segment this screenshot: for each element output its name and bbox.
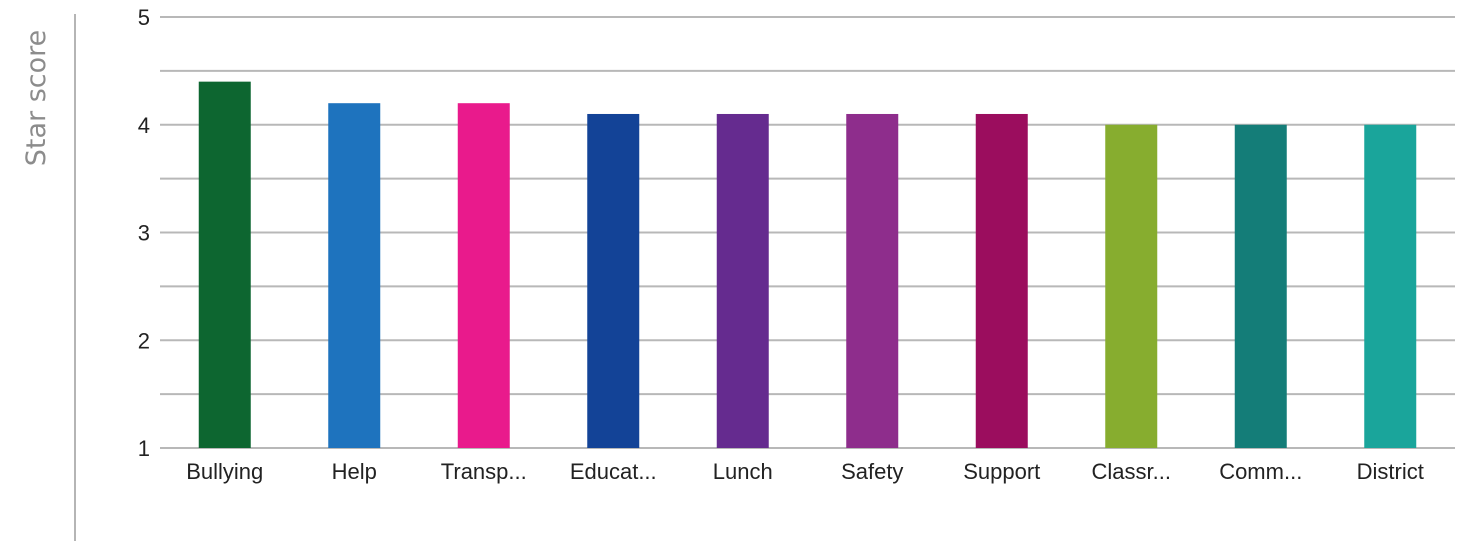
y-tick-label: 1 <box>138 436 150 461</box>
x-tick-label: Educat... <box>570 459 657 484</box>
y-tick-labels: 1 2 3 4 5 <box>138 5 150 461</box>
y-tick-label: 2 <box>138 328 150 353</box>
x-tick-label: Support <box>963 459 1040 484</box>
bar-8 <box>1105 124 1158 448</box>
x-tick-label: Help <box>332 459 377 484</box>
x-tick-label: Comm... <box>1219 459 1302 484</box>
x-tick-label: Lunch <box>713 459 773 484</box>
bar-10 <box>1364 124 1417 448</box>
x-tick-label: Transp... <box>441 459 527 484</box>
y-tick-label: 3 <box>138 221 150 246</box>
x-tick-label: Bullying <box>186 459 263 484</box>
bar-4 <box>587 113 640 448</box>
bar-9 <box>1234 124 1287 448</box>
x-tick-labels: Bullying Help Transp... Educat... Lunch Safet… <box>186 459 1424 484</box>
y-tick-label: 4 <box>138 113 150 138</box>
x-tick-label: Classr... <box>1092 459 1171 484</box>
bar-2 <box>328 103 381 448</box>
bar-6 <box>846 113 899 448</box>
x-tick-label: District <box>1357 459 1424 484</box>
bar-1 <box>198 81 251 449</box>
y-axis-label: Star score <box>21 30 52 167</box>
bar-3 <box>457 103 510 448</box>
bar-7 <box>975 113 1028 448</box>
y-tick-label: 5 <box>138 5 150 30</box>
bar-5 <box>716 113 769 448</box>
bars <box>198 81 1417 449</box>
x-tick-label: Safety <box>841 459 903 484</box>
